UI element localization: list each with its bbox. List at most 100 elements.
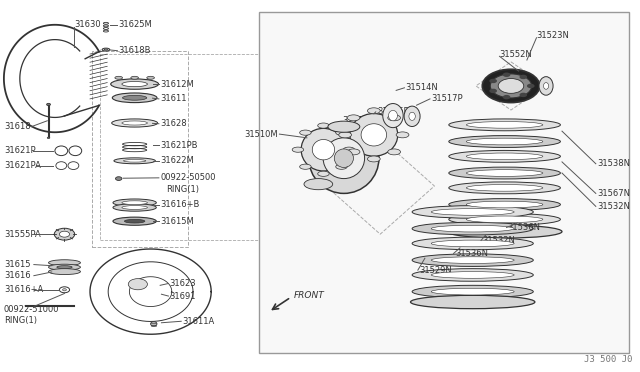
Ellipse shape — [113, 217, 156, 225]
Ellipse shape — [112, 119, 157, 127]
Text: 31615M: 31615M — [160, 217, 194, 226]
Text: 31516P: 31516P — [377, 108, 409, 116]
Ellipse shape — [336, 130, 348, 135]
Ellipse shape — [328, 121, 360, 132]
Ellipse shape — [412, 285, 533, 298]
Text: 31621PA: 31621PA — [4, 161, 41, 170]
Circle shape — [520, 93, 527, 97]
Ellipse shape — [301, 128, 346, 171]
Ellipse shape — [431, 288, 514, 295]
Ellipse shape — [467, 216, 543, 223]
Ellipse shape — [449, 199, 561, 211]
Ellipse shape — [122, 81, 147, 87]
Ellipse shape — [323, 138, 365, 179]
Circle shape — [54, 228, 75, 240]
Ellipse shape — [47, 103, 51, 106]
Text: 31616: 31616 — [4, 271, 31, 280]
Text: FRONT: FRONT — [294, 291, 325, 300]
Text: 31625M: 31625M — [118, 20, 152, 29]
Text: 31538N: 31538N — [597, 159, 630, 168]
Ellipse shape — [449, 150, 561, 162]
Text: 31536N: 31536N — [455, 249, 488, 258]
Circle shape — [490, 79, 497, 83]
Ellipse shape — [409, 112, 415, 121]
Ellipse shape — [431, 257, 514, 263]
Ellipse shape — [57, 266, 72, 269]
Ellipse shape — [308, 123, 379, 193]
Text: 31621PB: 31621PB — [160, 141, 198, 150]
Ellipse shape — [104, 49, 108, 50]
Ellipse shape — [49, 264, 81, 270]
Ellipse shape — [112, 93, 157, 103]
Text: 31628: 31628 — [160, 119, 187, 128]
Ellipse shape — [131, 76, 138, 79]
Ellipse shape — [449, 214, 561, 225]
Ellipse shape — [467, 153, 543, 160]
Ellipse shape — [49, 260, 81, 266]
Ellipse shape — [431, 225, 514, 232]
Ellipse shape — [102, 48, 110, 51]
Text: 31536N: 31536N — [508, 223, 541, 232]
Ellipse shape — [113, 204, 156, 211]
Ellipse shape — [383, 103, 403, 128]
Text: 00922-50500: 00922-50500 — [160, 173, 216, 182]
Ellipse shape — [483, 69, 540, 103]
Ellipse shape — [47, 137, 50, 138]
Ellipse shape — [412, 237, 533, 250]
Circle shape — [115, 177, 122, 180]
Text: 31552N: 31552N — [499, 50, 532, 59]
Text: 31611: 31611 — [160, 94, 187, 103]
Text: 31691: 31691 — [170, 292, 196, 301]
Ellipse shape — [122, 206, 147, 209]
Bar — [259, 12, 629, 353]
Ellipse shape — [122, 121, 147, 125]
Ellipse shape — [388, 110, 397, 121]
Ellipse shape — [412, 222, 533, 235]
Ellipse shape — [388, 149, 401, 155]
Ellipse shape — [388, 115, 401, 121]
Text: 31612M: 31612M — [160, 80, 194, 89]
Ellipse shape — [115, 76, 122, 79]
Ellipse shape — [449, 119, 561, 131]
Ellipse shape — [404, 106, 420, 126]
Text: 31630: 31630 — [74, 20, 100, 29]
Ellipse shape — [396, 132, 409, 138]
Ellipse shape — [339, 132, 351, 138]
Circle shape — [520, 75, 527, 79]
Ellipse shape — [317, 123, 329, 128]
Ellipse shape — [49, 269, 81, 275]
Ellipse shape — [317, 171, 329, 176]
Text: 31615: 31615 — [4, 260, 30, 269]
Ellipse shape — [467, 201, 543, 208]
Ellipse shape — [147, 76, 154, 79]
Ellipse shape — [113, 199, 156, 206]
Text: 31621P: 31621P — [4, 146, 35, 155]
Ellipse shape — [334, 149, 353, 167]
Circle shape — [63, 289, 67, 291]
Bar — [92, 51, 188, 247]
Ellipse shape — [467, 185, 543, 191]
Text: 31514N: 31514N — [406, 83, 438, 92]
Text: RING(1): RING(1) — [4, 316, 37, 325]
Text: 00922-51000: 00922-51000 — [4, 305, 60, 314]
Text: 31510M: 31510M — [244, 129, 278, 139]
Text: 31555PA: 31555PA — [4, 230, 40, 239]
Ellipse shape — [449, 136, 561, 147]
Text: 31618B: 31618B — [118, 46, 151, 55]
Circle shape — [60, 287, 70, 293]
Text: 31511M: 31511M — [342, 116, 376, 125]
Ellipse shape — [122, 201, 147, 205]
Circle shape — [60, 231, 70, 237]
Text: 31523N: 31523N — [536, 31, 570, 41]
Text: 31611A: 31611A — [182, 317, 215, 326]
Ellipse shape — [447, 225, 562, 238]
Ellipse shape — [122, 95, 147, 100]
Ellipse shape — [449, 182, 561, 194]
Ellipse shape — [350, 113, 397, 156]
Ellipse shape — [412, 269, 533, 281]
Ellipse shape — [431, 209, 514, 215]
Circle shape — [527, 84, 534, 88]
Ellipse shape — [304, 179, 333, 190]
Ellipse shape — [467, 122, 543, 128]
Ellipse shape — [347, 115, 360, 121]
